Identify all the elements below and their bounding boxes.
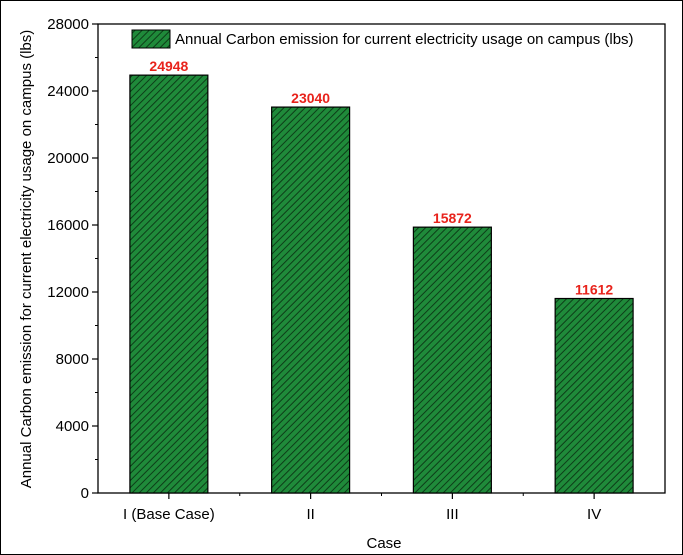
y-axis-title: Annual Carbon emission for current elect…	[18, 30, 35, 489]
bar	[271, 106, 351, 494]
x-axis-title: Case	[366, 535, 401, 552]
legend-label: Annual Carbon emission for current elect…	[175, 31, 634, 48]
y-tick-label: 28000	[47, 16, 89, 33]
data-labels-group: 24948 23040 15872 11612	[149, 58, 613, 297]
y-axis: 0 4000 8000 12000 16000 20000 24000 28000	[47, 16, 98, 502]
data-label: 15872	[433, 210, 472, 226]
y-tick-label: 4000	[56, 418, 89, 435]
y-tick-label: 12000	[47, 284, 89, 301]
y-tick-label: 20000	[47, 150, 89, 167]
data-label: 24948	[149, 58, 188, 74]
y-tick-label: 24000	[47, 83, 89, 100]
legend: Annual Carbon emission for current elect…	[131, 29, 634, 49]
bars-group	[129, 74, 634, 494]
x-axis: I (Base Case) II III IV	[123, 493, 601, 523]
x-tick-label: I (Base Case)	[123, 506, 215, 523]
bar	[554, 297, 634, 494]
bar	[129, 74, 209, 494]
bar	[412, 226, 492, 494]
y-tick-label: 16000	[47, 217, 89, 234]
x-tick-label: III	[446, 506, 459, 523]
y-tick-label: 8000	[56, 351, 89, 368]
y-tick-label: 0	[81, 485, 89, 502]
legend-swatch	[131, 29, 171, 49]
x-tick-label: II	[306, 506, 314, 523]
data-label: 11612	[575, 281, 613, 297]
data-label: 23040	[291, 90, 330, 106]
x-tick-label: IV	[587, 506, 601, 523]
